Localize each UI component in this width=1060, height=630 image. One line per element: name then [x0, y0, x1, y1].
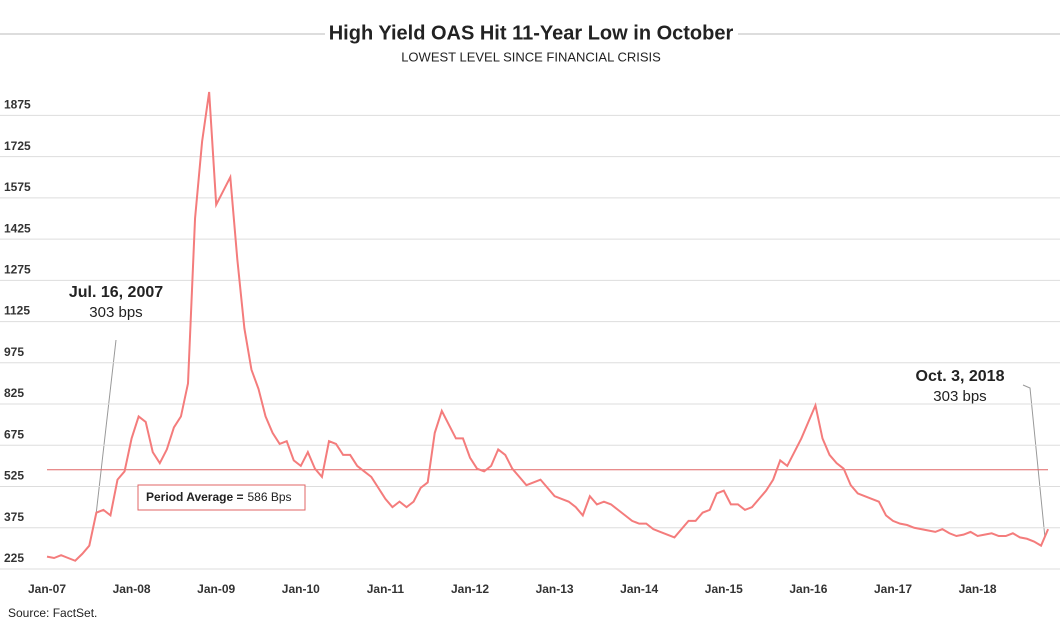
y-tick-label: 375: [4, 510, 24, 524]
annotation-leader: [95, 339, 117, 516]
x-tick-label: Jan-16: [789, 582, 827, 596]
y-tick-label: 525: [4, 469, 24, 483]
x-tick-label: Jan-18: [959, 582, 997, 596]
average-label: Period Average = 586 Bps: [146, 490, 292, 504]
x-tick-label: Jan-10: [282, 582, 320, 596]
source: Source: FactSet.: [8, 606, 97, 620]
average-label-value: 586 Bps: [248, 490, 292, 504]
x-tick-label: Jan-14: [620, 582, 658, 596]
y-tick-label: 225: [4, 551, 24, 565]
x-tick-label: Jan-13: [536, 582, 574, 596]
annotation-text: 303 bps: [89, 304, 142, 321]
x-tick-label: Jan-09: [197, 582, 235, 596]
average-box: [137, 484, 306, 511]
x-tick-label: Jan-12: [451, 582, 489, 596]
annotation-title: Jul. 16, 2007: [69, 284, 163, 301]
chart-title: High Yield OAS Hit 11-Year Low in Octobe…: [329, 22, 734, 44]
y-tick-label: 825: [4, 386, 24, 400]
x-tick-label: Jan-17: [874, 582, 912, 596]
annotation-text: 303 bps: [933, 388, 986, 405]
y-tick-label: 675: [4, 427, 24, 441]
chart-subtitle: LOWEST LEVEL SINCE FINANCIAL CRISIS: [401, 49, 661, 64]
y-tick-label: 975: [4, 345, 24, 359]
y-tick-label: 1575: [4, 180, 31, 194]
y-tick-label: 1425: [4, 221, 31, 235]
y-tick-label: 1275: [4, 262, 31, 276]
x-tick-label: Jan-15: [705, 582, 743, 596]
x-tick-label: Jan-07: [28, 582, 66, 596]
y-tick-label: 1125: [4, 304, 30, 318]
series-line: [46, 91, 1050, 562]
y-tick-label: 1875: [4, 98, 31, 112]
x-tick-label: Jan-11: [367, 582, 405, 596]
average-label-name: Period Average =: [146, 490, 244, 504]
annotation-leader: [1022, 384, 1046, 539]
annotation-title: Oct. 3, 2018: [916, 368, 1005, 385]
x-tick-label: Jan-08: [113, 582, 151, 596]
y-tick-label: 1725: [4, 139, 31, 153]
